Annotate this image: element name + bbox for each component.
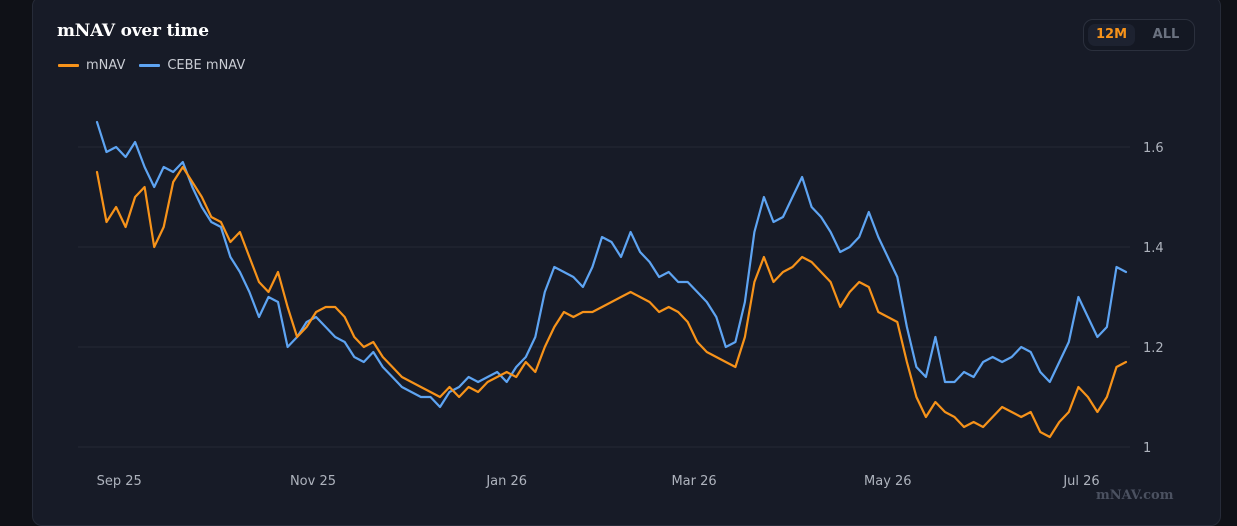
series-line-cebe-mnav[interactable] — [95, 120, 1128, 409]
legend-item-mnav[interactable]: mNAV — [58, 58, 125, 73]
watermark: mNAV.com — [1096, 488, 1174, 503]
x-tick-label: May 26 — [864, 474, 912, 489]
legend-swatch-cebe-mnav — [139, 64, 161, 67]
range-all-button[interactable]: ALL — [1152, 27, 1180, 42]
legend-item-cebe-mnav[interactable]: CEBE mNAV — [139, 58, 245, 73]
range-12m-button[interactable]: 12M — [1088, 24, 1135, 46]
legend-label-cebe-mnav: CEBE mNAV — [167, 58, 246, 73]
x-tick-label: Nov 25 — [290, 474, 336, 489]
legend-label-mnav: mNAV — [86, 58, 126, 73]
series-line-mnav[interactable] — [95, 165, 1128, 439]
y-tick-label: 1 — [1143, 441, 1151, 456]
x-tick-label: Sep 25 — [97, 474, 142, 489]
x-tick-label: Mar 26 — [671, 474, 716, 489]
legend: mNAV CEBE mNAV — [58, 58, 245, 73]
x-tick-label: Jan 26 — [485, 474, 527, 489]
y-tick-label: 1.4 — [1143, 241, 1164, 256]
chart-card — [32, 0, 1221, 526]
chart-title: mNAV over time — [57, 21, 209, 41]
x-tick-label: Jul 26 — [1062, 474, 1099, 489]
y-tick-label: 1.2 — [1143, 341, 1164, 356]
y-tick-label: 1.6 — [1143, 141, 1164, 156]
legend-swatch-mnav — [58, 64, 79, 67]
time-range-toggle: 12M ALL — [1083, 19, 1195, 51]
